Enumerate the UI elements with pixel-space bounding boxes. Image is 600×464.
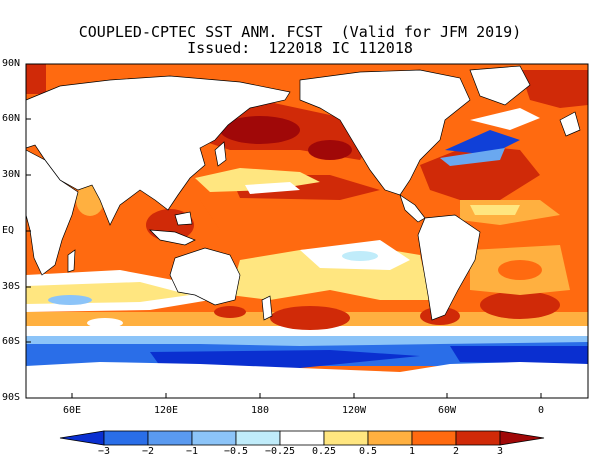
colorbar-tick-label: −3 bbox=[97, 446, 111, 457]
lon-ticks bbox=[71, 393, 542, 398]
colorbar-segment bbox=[191, 430, 237, 446]
colorbar-segment bbox=[235, 430, 281, 446]
colorbar-tick-label: −1 bbox=[185, 446, 199, 457]
lat-label-60s: 60S bbox=[2, 336, 21, 347]
continents bbox=[25, 65, 581, 321]
lat-ticks bbox=[26, 63, 31, 399]
colorbar-segment bbox=[147, 430, 193, 446]
colorbar-tick-label: −2 bbox=[141, 446, 155, 457]
colorbar-tick-label: −0.5 bbox=[223, 446, 249, 457]
map-title-line-2: Issued: 122018 IC 112018 bbox=[187, 39, 413, 57]
lon-label-180: 180 bbox=[250, 405, 270, 416]
colorbar-segment bbox=[455, 430, 501, 446]
colorbar-segment bbox=[279, 430, 325, 446]
map-title-line-1: COUPLED-CPTEC SST ANM. FCST (Valid for J… bbox=[78, 23, 522, 41]
lon-label-0: 0 bbox=[537, 405, 545, 416]
colorbar-segment bbox=[499, 430, 545, 446]
colorbar-segment bbox=[367, 430, 413, 446]
lon-label-60w: 60W bbox=[437, 405, 457, 416]
colorbar-segment bbox=[103, 430, 149, 446]
lon-label-120w: 120W bbox=[341, 405, 367, 416]
lat-label-60n: 60N bbox=[2, 113, 21, 124]
colorbar-tick-label: 0.5 bbox=[358, 446, 378, 457]
colorbar bbox=[59, 430, 545, 446]
colorbar-tick-label: 1 bbox=[408, 446, 416, 457]
lat-label-eq: EQ bbox=[2, 225, 15, 236]
colorbar-segment bbox=[323, 430, 369, 446]
lat-label-90s: 90S bbox=[2, 392, 21, 403]
lat-label-30s: 30S bbox=[2, 281, 21, 292]
colorbar-tick-label: 2 bbox=[452, 446, 460, 457]
colorbar-segment bbox=[411, 430, 457, 446]
colorbar-segment bbox=[59, 430, 105, 446]
lon-label-120e: 120E bbox=[153, 405, 179, 416]
colorbar-tick-label: −0.25 bbox=[264, 446, 296, 457]
lat-label-90n: 90N bbox=[2, 58, 21, 69]
colorbar-tick-label: 3 bbox=[496, 446, 504, 457]
lat-label-30n: 30N bbox=[2, 169, 21, 180]
colorbar-tick-label: 0.25 bbox=[311, 446, 337, 457]
lon-label-60e: 60E bbox=[62, 405, 82, 416]
